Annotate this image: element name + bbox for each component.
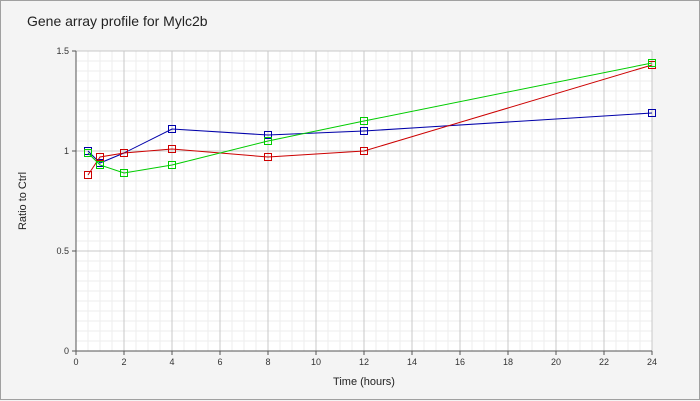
x-tick-label: 2 <box>121 357 126 367</box>
y-axis-ticks: 0 0.5 1 1.5 <box>56 46 76 356</box>
series-layer <box>84 59 656 179</box>
data-point <box>96 161 104 169</box>
y-tick-label: 0 <box>64 346 69 356</box>
y-tick-label: 0.5 <box>56 246 69 256</box>
x-tick-label: 22 <box>599 357 609 367</box>
x-tick-label: 12 <box>359 357 369 367</box>
x-tick-label: 16 <box>455 357 465 367</box>
y-tick-label: 1 <box>64 146 69 156</box>
data-point <box>168 125 176 133</box>
x-tick-label: 18 <box>503 357 513 367</box>
data-point <box>648 59 656 67</box>
data-point <box>360 147 368 155</box>
series-line <box>87 62 653 174</box>
y-tick-label: 1.5 <box>56 46 69 56</box>
x-tick-label: 24 <box>647 357 657 367</box>
major-grid <box>76 50 653 351</box>
series-3 <box>84 59 656 177</box>
data-point <box>360 117 368 125</box>
data-point <box>264 153 272 161</box>
data-point <box>264 131 272 139</box>
y-axis-title: Ratio to Ctrl <box>17 172 29 230</box>
series-line <box>87 112 653 164</box>
data-point <box>84 171 92 179</box>
data-point <box>168 161 176 169</box>
data-point <box>648 109 656 117</box>
chart-title: Gene array profile for Mylc2b <box>27 13 208 29</box>
x-tick-label: 14 <box>407 357 417 367</box>
data-point <box>120 149 128 157</box>
data-point <box>264 137 272 145</box>
series-line <box>87 64 653 176</box>
data-point <box>120 169 128 177</box>
x-tick-label: 6 <box>217 357 222 367</box>
data-point <box>168 145 176 153</box>
x-axis-title: Time (hours) <box>333 376 395 388</box>
x-tick-label: 20 <box>551 357 561 367</box>
data-point <box>84 149 92 157</box>
x-axis-ticks: 0 2 4 6 8 10 12 14 16 18 20 22 24 <box>73 351 657 367</box>
x-tick-label: 8 <box>265 357 270 367</box>
x-tick-label: 4 <box>169 357 174 367</box>
data-point <box>96 153 104 161</box>
data-point <box>360 127 368 135</box>
x-tick-label: 0 <box>73 357 78 367</box>
x-tick-label: 10 <box>311 357 321 367</box>
